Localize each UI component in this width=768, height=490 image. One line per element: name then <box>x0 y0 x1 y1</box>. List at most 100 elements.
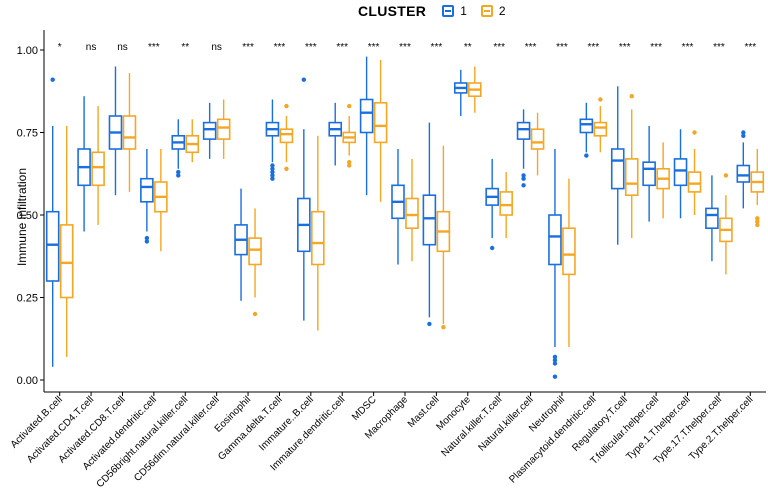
significance-label-14: *** <box>493 42 505 53</box>
significance-label-8: *** <box>305 42 317 53</box>
significance-label-1: ns <box>86 42 97 53</box>
x-tick-label-18: Regulatory.T.cell <box>570 394 630 454</box>
significance-label-4: ** <box>181 42 189 53</box>
box-1-0-outlier-0 <box>50 77 55 82</box>
legend-title: CLUSTER <box>358 3 427 19</box>
box-1-22-rect <box>736 164 751 183</box>
significance-label-3: *** <box>148 42 160 53</box>
legend: CLUSTER 1 2 <box>358 2 514 20</box>
box-2-17-outlier-0 <box>598 97 603 102</box>
box-1-5-rect <box>202 121 217 140</box>
x-tick-label-8: Immature..B.cell <box>257 394 316 453</box>
box-1-22-outlier-0 <box>741 133 746 138</box>
box-2-20-outlier-0 <box>692 130 697 135</box>
significance-label-18: *** <box>619 42 631 53</box>
box-1-3-rect <box>140 177 154 203</box>
box-1-20-rect <box>673 158 688 187</box>
box-1-16-outlier-1 <box>552 361 558 366</box>
box-1-21-rect <box>705 207 719 229</box>
box-2-16-rect <box>562 227 576 276</box>
box-1-15-outlier-0 <box>521 183 526 188</box>
box-2-6-outlier-0 <box>252 311 258 317</box>
significance-label-10: *** <box>368 42 380 53</box>
significance-label-16: *** <box>556 42 568 53</box>
box-1-19-rect <box>642 161 656 187</box>
significance-label-13: ** <box>464 42 472 53</box>
box-2-15-rect <box>530 128 545 150</box>
box-2-22-outlier-1 <box>755 219 760 224</box>
box-1-8-outlier-0 <box>301 77 307 82</box>
box-1-14-outlier-0 <box>489 245 495 251</box>
significance-label-6: *** <box>242 42 254 53</box>
box-2-20-rect <box>687 171 702 193</box>
box-2-14-rect <box>499 191 513 216</box>
box-1-7-outlier-0 <box>270 176 275 181</box>
box-2-0-rect <box>59 224 74 299</box>
box-1-15-outlier-2 <box>521 173 526 178</box>
legend-key-1 <box>442 5 455 17</box>
box-1-7-outlier-2 <box>270 169 275 175</box>
y-tick-label-4: 1.00 <box>17 45 38 57</box>
significance-label-15: *** <box>525 42 537 53</box>
box-2-6-rect <box>248 237 262 266</box>
box-1-3-outlier-1 <box>144 235 150 241</box>
box-2-1-rect <box>91 151 105 187</box>
box-2-9-outlier-1 <box>347 160 352 165</box>
y-tick-label-0: 0.00 <box>17 375 38 387</box>
box-1-16-outlier-3 <box>552 354 558 360</box>
box-2-5-rect <box>216 118 231 140</box>
significance-label-9: *** <box>336 42 348 53</box>
significance-label-22: *** <box>744 42 756 53</box>
box-1-12-outlier-0 <box>427 321 432 327</box>
box-2-7-outlier-0 <box>284 166 289 171</box>
significance-label-11: *** <box>399 42 411 53</box>
significance-label-7: *** <box>274 42 286 53</box>
significance-label-12: *** <box>431 42 443 53</box>
box-1-22-outlier-1 <box>741 130 746 135</box>
x-tick-label-10: MDSC <box>350 394 379 423</box>
x-tick-label-0: Activated.B.cell <box>9 394 65 450</box>
box-1-10-rect <box>359 98 374 134</box>
box-2-21-outlier-0 <box>723 173 729 178</box>
box-1-7-outlier-3 <box>270 166 275 171</box>
significance-label-21: *** <box>713 42 725 53</box>
box-2-12-outlier-0 <box>441 325 446 330</box>
box-2-11-rect <box>405 197 419 230</box>
legend-label-2: 2 <box>498 4 506 18</box>
legend-key-2 <box>480 5 493 17</box>
x-tick-label-15: Natural.killer.cell <box>476 394 535 453</box>
box-1-16-outlier-0 <box>552 374 558 379</box>
box-2-9-outlier-0 <box>347 163 352 168</box>
y-tick-label-2: 0.50 <box>17 210 38 222</box>
box-1-17-rect <box>579 118 594 134</box>
box-1-3-outlier-0 <box>144 239 150 244</box>
box-2-7-rect <box>279 128 294 144</box>
box-1-16-outlier-2 <box>552 358 558 363</box>
box-2-17-rect <box>593 121 608 137</box>
significance-label-2: ns <box>117 42 128 53</box>
significance-label-19: *** <box>650 42 662 53</box>
box-1-7-outlier-1 <box>270 173 275 178</box>
significance-label-0: * <box>58 42 62 53</box>
y-tick-label-3: 0.75 <box>17 128 38 140</box>
box-1-15-outlier-1 <box>521 176 526 181</box>
box-1-15-rect <box>516 121 531 140</box>
box-1-7-outlier-4 <box>270 163 275 168</box>
significance-label-5: ns <box>211 42 222 53</box>
box-2-10-rect <box>373 102 388 144</box>
box-2-9-outlier-2 <box>347 103 352 109</box>
significance-label-20: *** <box>682 42 694 53</box>
y-tick-label-1: 0.25 <box>17 293 38 305</box>
box-1-0-rect <box>45 210 60 282</box>
significance-label-17: *** <box>588 42 600 53</box>
box-2-18-rect <box>624 158 639 196</box>
legend-label-1: 1 <box>460 4 467 18</box>
box-2-22-outlier-2 <box>755 216 760 221</box>
box-1-18-rect <box>610 148 625 190</box>
box-1-17-outlier-0 <box>584 153 589 158</box>
box-1-12-rect <box>422 194 437 246</box>
box-1-4-outlier-1 <box>176 169 181 175</box>
box-2-22-outlier-0 <box>755 222 760 228</box>
box-1-16-rect <box>548 214 562 266</box>
